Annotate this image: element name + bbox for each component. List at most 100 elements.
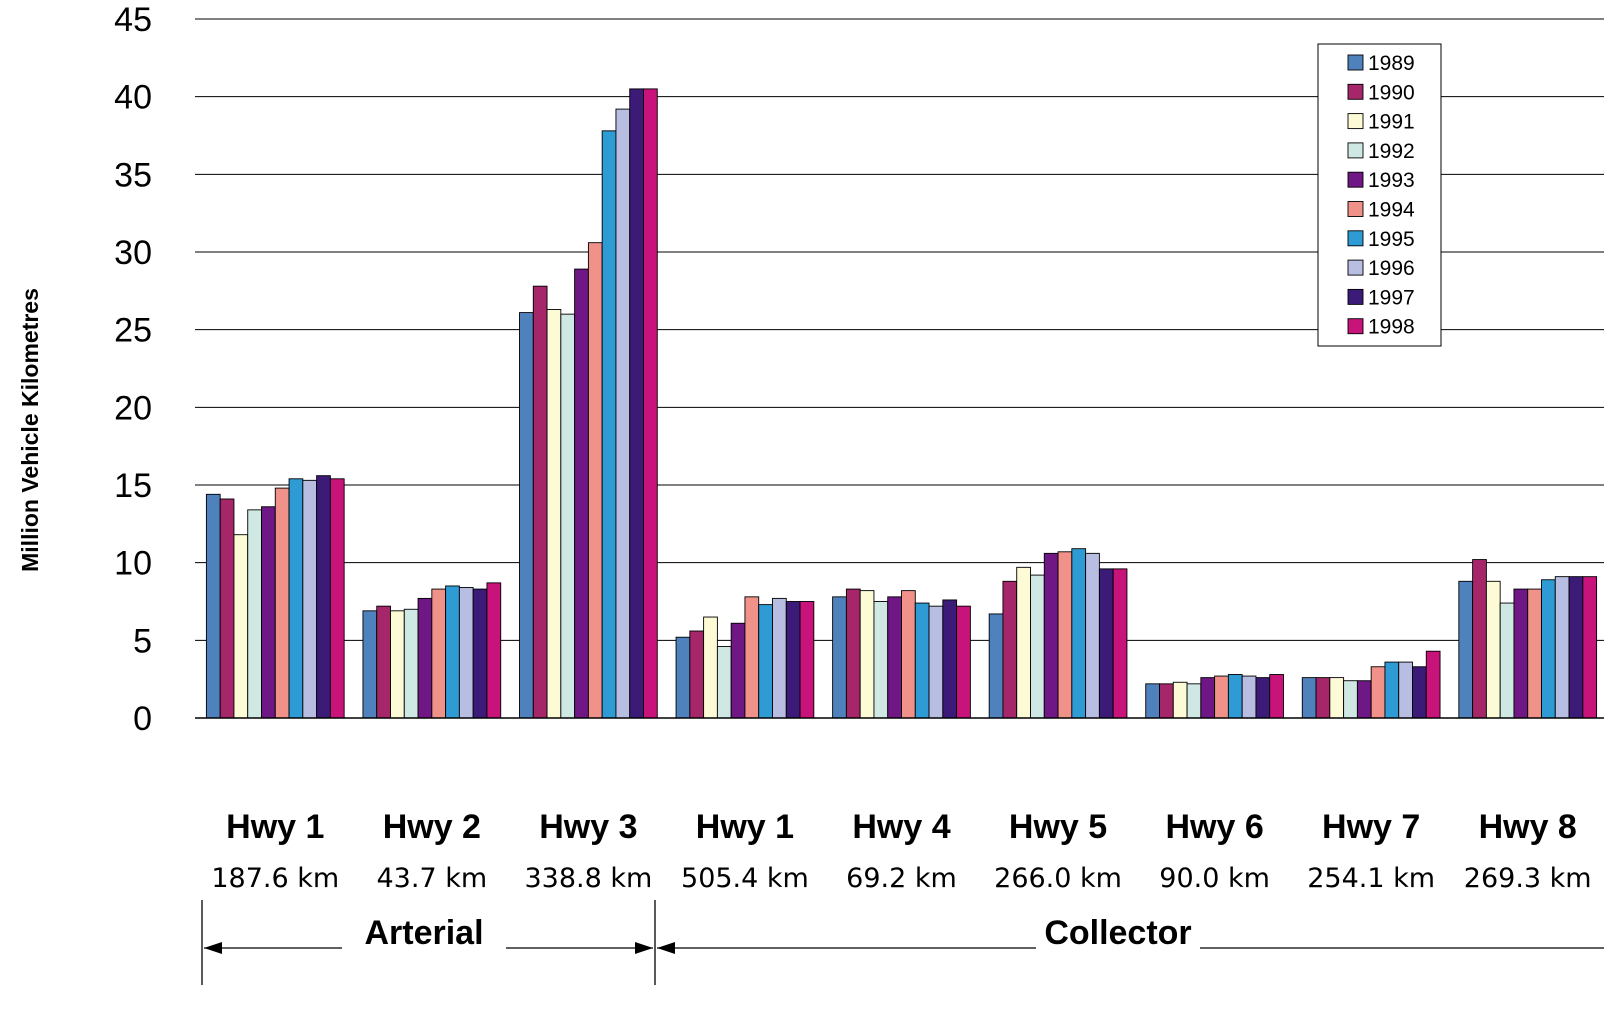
bar-1995-cat-7	[1227, 674, 1243, 719]
y-tick-label: 20	[114, 389, 152, 427]
legend-label: 1992	[1368, 140, 1415, 163]
bar-1994-cat-6	[1057, 551, 1073, 719]
bar-1994-cat-9	[1527, 588, 1542, 719]
bar-1993-cat-9	[1513, 588, 1529, 719]
category-length: 69.2 km	[846, 863, 957, 894]
legend-label: 1995	[1368, 228, 1415, 251]
legend-box	[1317, 43, 1442, 347]
bar-1990-cat-1	[219, 498, 235, 719]
legend-swatch-1997	[1347, 288, 1364, 305]
bar-1994-cat-7	[1214, 675, 1229, 719]
bar-1992-cat-2	[403, 608, 419, 719]
bar-1989-cat-7	[1145, 683, 1160, 719]
group-label: Arterial	[364, 914, 483, 952]
bar-1990-cat-5	[845, 588, 861, 719]
bar-1989-cat-9	[1458, 580, 1474, 719]
y-tick-label: 25	[114, 312, 152, 350]
bar-1996-cat-5	[928, 605, 944, 719]
arrow-head-left	[657, 942, 675, 954]
bar-1990-cat-7	[1159, 683, 1174, 719]
bar-1993-cat-2	[417, 597, 433, 719]
bar-1989-cat-3	[519, 312, 534, 719]
legend-swatch-1998	[1347, 318, 1364, 335]
bar-1995-cat-4	[758, 604, 773, 719]
legend-label: 1990	[1368, 81, 1415, 104]
arrow-head-left	[204, 942, 222, 954]
bar-1991-cat-1	[233, 534, 249, 719]
gridlines	[195, 18, 1604, 641]
bar-1997-cat-7	[1255, 677, 1271, 719]
bar-1996-cat-2	[458, 587, 474, 719]
bar-1995-cat-1	[288, 478, 304, 719]
bar-1997-cat-8	[1412, 666, 1427, 719]
bar-1992-cat-5	[873, 601, 889, 719]
category-name: Hwy 3	[539, 808, 637, 846]
bar-1989-cat-1	[205, 493, 221, 719]
bar-1998-cat-6	[1112, 568, 1128, 719]
y-tick-label: 10	[114, 545, 152, 583]
category-name: Hwy 1	[226, 808, 324, 846]
bar-1997-cat-9	[1568, 576, 1584, 719]
legend-label: 1994	[1368, 199, 1415, 222]
bar-1991-cat-4	[703, 616, 718, 719]
bar-1989-cat-2	[362, 610, 378, 719]
y-tick-label: 30	[114, 234, 152, 272]
y-axis-label: Million Vehicle Kilometres	[17, 288, 43, 572]
legend-swatch-1993	[1347, 171, 1364, 188]
bar-1991-cat-6	[1016, 566, 1031, 719]
category-length: 269.3 km	[1464, 863, 1592, 894]
legend-swatch-1994	[1347, 201, 1364, 217]
bar-1992-cat-1	[247, 509, 262, 719]
legend-swatch-1989	[1347, 54, 1364, 71]
category-length: 187.6 km	[211, 863, 339, 894]
bar-1993-cat-6	[1043, 552, 1059, 719]
bar-1993-cat-1	[261, 506, 276, 719]
legend-swatch-1992	[1347, 142, 1364, 159]
category-name: Hwy 8	[1479, 808, 1577, 846]
bar-1994-cat-2	[431, 588, 447, 719]
bar-1996-cat-4	[772, 597, 787, 719]
bar-1991-cat-8	[1329, 677, 1345, 719]
bar-1996-cat-9	[1554, 576, 1570, 719]
bar-1989-cat-5	[832, 596, 847, 719]
bar-1995-cat-5	[914, 602, 930, 719]
legend: 1989 1990 1991 1992 1993 1994 1995 1996 1997 1998	[1317, 43, 1442, 347]
y-tick-label: 15	[114, 467, 152, 505]
bar-1998-cat-8	[1425, 650, 1441, 719]
bar-1992-cat-3	[560, 313, 576, 719]
bar-1992-cat-4	[716, 646, 732, 719]
group-labels: Arterial Collector	[201, 900, 1604, 985]
bar-1993-cat-4	[730, 622, 746, 719]
legend-label: 1989	[1368, 52, 1415, 75]
bar-1998-cat-9	[1582, 576, 1598, 719]
bar-1993-cat-3	[574, 268, 589, 719]
bar-1996-cat-3	[615, 108, 631, 719]
bar-1998-cat-1	[329, 478, 345, 719]
legend-swatch-1990	[1347, 83, 1364, 100]
bar-1992-cat-8	[1343, 680, 1358, 719]
bar-1992-cat-9	[1499, 602, 1515, 719]
category-length: 90.0 km	[1159, 863, 1270, 894]
legend-label: 1997	[1368, 286, 1415, 309]
bar-1990-cat-4	[689, 630, 705, 719]
bar-1998-cat-5	[956, 605, 971, 719]
bar-1993-cat-7	[1200, 677, 1216, 719]
bar-1997-cat-5	[942, 599, 958, 719]
bar-1997-cat-1	[316, 475, 331, 719]
bar-1990-cat-9	[1472, 559, 1487, 719]
legend-swatch-1991	[1347, 113, 1364, 130]
bar-1995-cat-9	[1541, 579, 1556, 719]
y-axis-ticks: 0 5 10 15 20 25 30 35 40 45	[114, 1, 152, 738]
bar-1994-cat-3	[587, 242, 603, 719]
bar-1997-cat-2	[472, 588, 488, 719]
group-label-background	[342, 912, 506, 960]
bar-1997-cat-6	[1098, 568, 1114, 719]
bar-1995-cat-2	[445, 585, 460, 719]
bar-1989-cat-6	[988, 613, 1004, 719]
bar-1989-cat-8	[1301, 677, 1317, 719]
bar-1990-cat-6	[1002, 580, 1018, 719]
arrow-head-right	[635, 942, 653, 954]
category-length: 338.8 km	[524, 863, 652, 894]
group-label-background	[1036, 912, 1200, 960]
legend-swatch-1995	[1347, 230, 1364, 247]
